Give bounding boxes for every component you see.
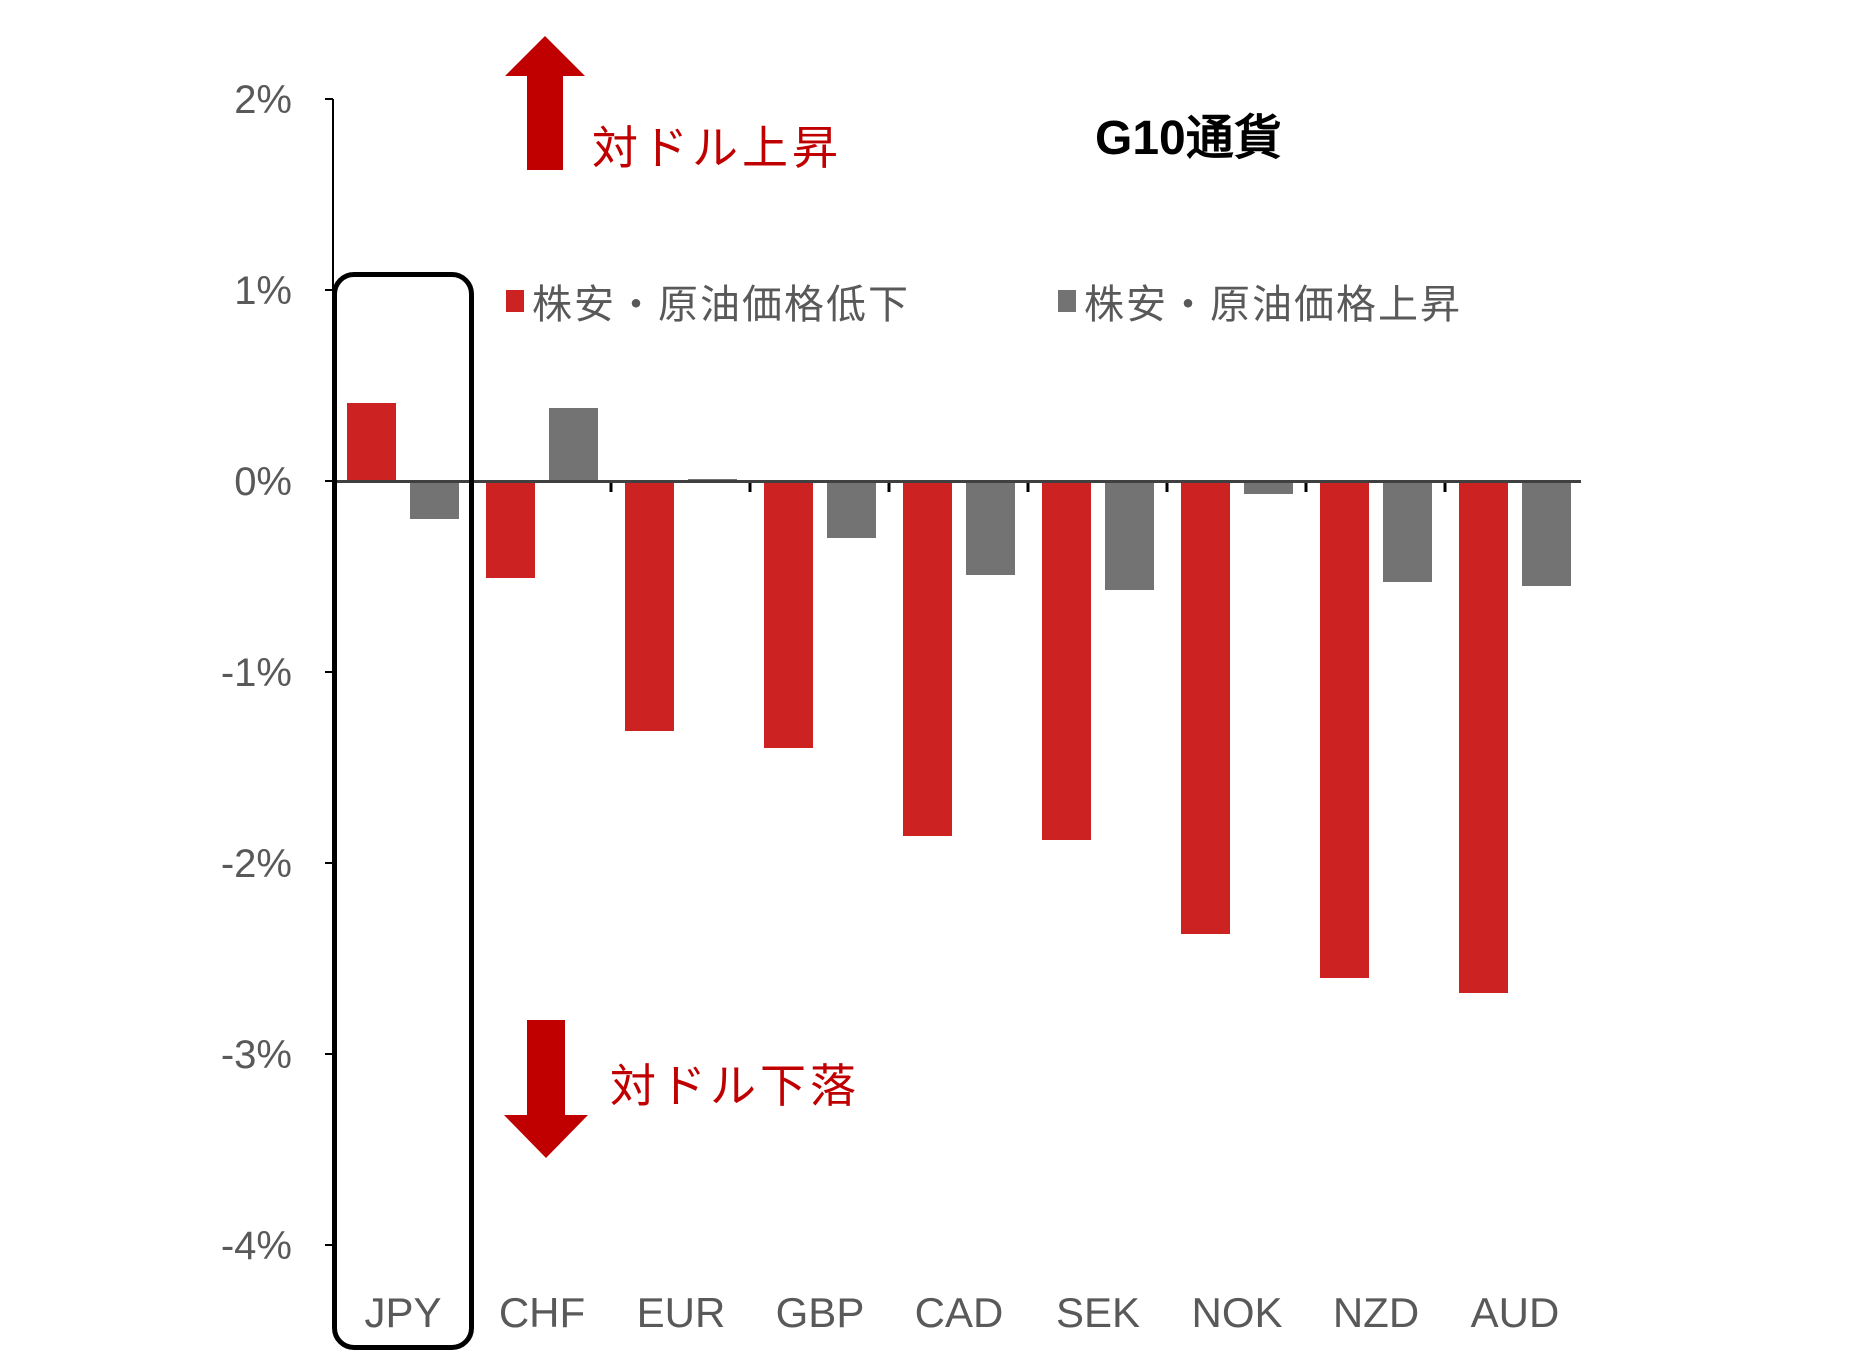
y-tick-label: -4%: [220, 1224, 292, 1268]
bar-chf-series1: [486, 481, 535, 579]
jpy-highlight-box: [332, 272, 474, 1350]
y-tick-label: 1%: [234, 269, 292, 313]
down-arrow-icon: [504, 1020, 588, 1158]
bar-eur-series1: [625, 481, 674, 732]
bar-cad-series1: [903, 481, 952, 837]
bar-aud-series2: [1522, 481, 1571, 587]
y-tick-label: 2%: [234, 78, 292, 122]
legend-swatch-gray: [1058, 290, 1076, 312]
x-tick-label-sek: SEK: [1055, 1289, 1141, 1336]
x-tick-label-cad: CAD: [914, 1289, 1004, 1336]
bar-nzd-series2: [1383, 481, 1432, 583]
bar-sek-series2: [1105, 481, 1154, 590]
annotation-up-label: 対ドル上昇: [592, 121, 842, 175]
x-tick-label-gbp: GBP: [775, 1289, 865, 1336]
bar-chf-series2: [549, 408, 598, 481]
chart-title: G10通貨: [1095, 112, 1282, 165]
y-tick-label: -2%: [220, 842, 292, 886]
bar-aud-series1: [1459, 481, 1508, 993]
legend-label: 株安・原油価格上昇: [1084, 282, 1462, 328]
x-tick-label-eur: EUR: [636, 1289, 726, 1336]
bar-gbp-series1: [764, 481, 813, 749]
bar-cad-series2: [966, 481, 1015, 575]
legend-item-series1: 株安・原油価格低下: [506, 272, 910, 330]
y-tick-label: -1%: [220, 651, 292, 695]
y-tick-label: -3%: [220, 1033, 292, 1077]
bar-jpy-series1: [347, 402, 396, 481]
legend-label: 株安・原油価格低下: [532, 282, 910, 328]
bar-nok-series1: [1181, 481, 1230, 934]
x-tick-label-nzd: NZD: [1332, 1289, 1420, 1336]
bar-jpy-series2: [410, 481, 459, 520]
y-tick-label: 0%: [234, 460, 292, 504]
bar-nzd-series1: [1320, 481, 1369, 978]
zero-line: [333, 480, 1581, 483]
x-tick-label-jpy: JPY: [364, 1289, 442, 1336]
bar-gbp-series2: [827, 481, 876, 539]
annotation-down-label: 対ドル下落: [610, 1059, 860, 1113]
x-tick-label-nok: NOK: [1191, 1289, 1283, 1336]
up-arrow-icon: [505, 36, 585, 170]
bar-nok-series2: [1244, 481, 1293, 495]
x-tick-label-chf: CHF: [498, 1289, 586, 1336]
x-tick-label-aud: AUD: [1470, 1289, 1560, 1336]
legend-swatch-red: [506, 290, 524, 312]
bar-sek-series1: [1042, 481, 1091, 841]
y-axis-ticks: [325, 98, 333, 1246]
legend-item-series2: 株安・原油価格上昇: [1058, 272, 1462, 330]
